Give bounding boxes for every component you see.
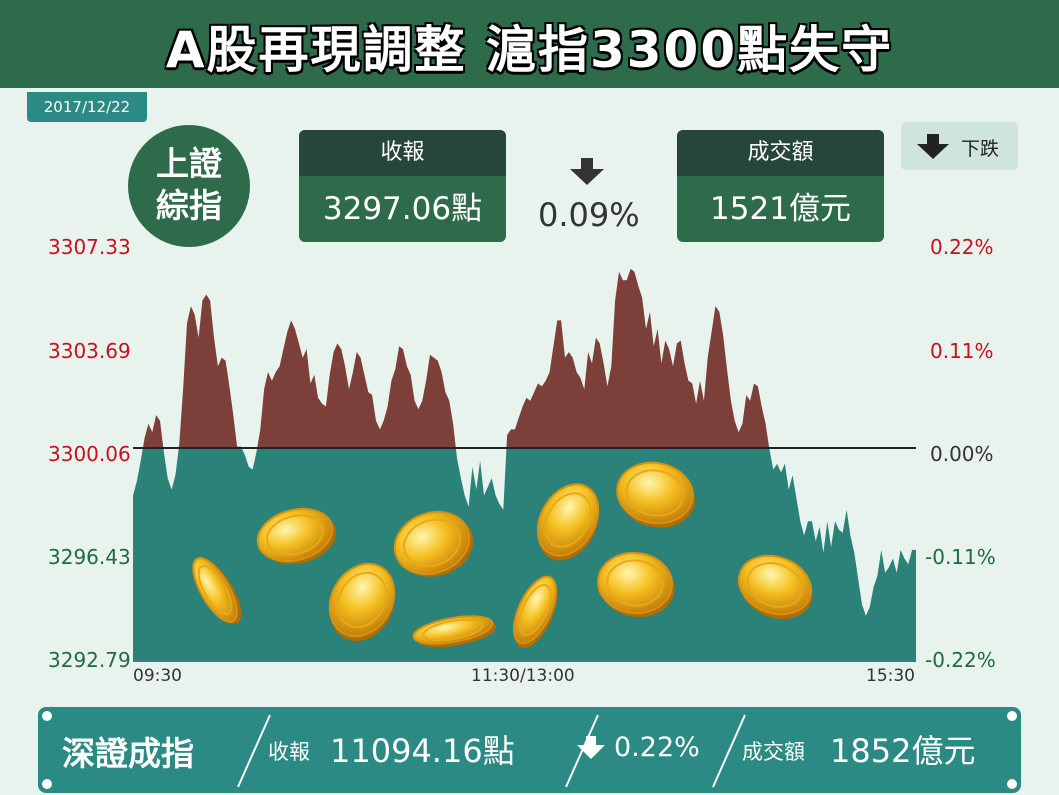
legend-down-arrow-icon (917, 134, 949, 159)
y-tick-right-2: 0.11% (930, 339, 994, 363)
close-value: 3297.06點 (322, 191, 483, 227)
page-title: A股再現調整 滬指3300點失守 (165, 21, 894, 79)
footer-dividers (237, 714, 746, 788)
legend: 下跌 (901, 122, 1018, 170)
y-tick-left-1: 3307.33 (48, 235, 131, 259)
coin-icon (393, 510, 474, 577)
header-bar (0, 0, 1059, 88)
footer-turnover-label: 成交額 (742, 740, 805, 764)
coin-icon (412, 615, 497, 648)
close-box: 收報 3297.06點 (299, 130, 506, 242)
corner-dot (42, 779, 52, 789)
turnover-box: 成交額 1521億元 (677, 130, 884, 242)
footer-bar: 深證成指 收報 11094.16點 0.22% 成交額 1852億元 (38, 707, 1021, 793)
index-badge-line1: 上證 (156, 144, 222, 183)
change-percent: 0.09% (538, 196, 640, 234)
y-tick-right-1: 0.22% (930, 235, 994, 259)
y-tick-left-3: 3300.06 (48, 442, 131, 466)
footer-change: 0.22% (614, 732, 700, 763)
footer-turnover-value: 1852億元 (830, 732, 976, 770)
footer-close-label: 收報 (268, 740, 310, 764)
coin-icon (616, 461, 696, 528)
footer-index-name: 深證成指 (62, 734, 194, 773)
footer-close-value: 11094.16點 (330, 732, 515, 770)
coin-icon (192, 557, 242, 624)
up-area (142, 268, 770, 448)
y-tick-right-5: -0.22% (925, 648, 996, 672)
y-tick-left-5: 3292.79 (48, 648, 131, 672)
x-tick-3: 15:30 (866, 666, 915, 686)
y-tick-left-2: 3303.69 (48, 339, 131, 363)
coin-icon (512, 575, 558, 649)
coin-icon (597, 551, 675, 618)
corner-dot (42, 711, 52, 721)
coin-icon (737, 554, 813, 619)
index-badge: 上證 綜指 (128, 125, 250, 247)
close-label: 收報 (299, 130, 506, 176)
legend-label: 下跌 (961, 138, 1000, 160)
down-arrow-icon (570, 158, 604, 185)
corner-dot (1007, 779, 1017, 789)
y-tick-left-4: 3296.43 (48, 545, 131, 569)
corner-dot (1007, 711, 1017, 721)
turnover-label: 成交額 (677, 130, 884, 176)
x-tick-1: 09:30 (133, 666, 182, 686)
y-tick-right-3: 0.00% (930, 442, 994, 466)
x-tick-2: 11:30/13:00 (471, 666, 575, 686)
coin-icon (256, 507, 337, 565)
y-tick-right-4: -0.11% (925, 545, 996, 569)
index-badge-line2: 綜指 (156, 186, 222, 225)
turnover-value: 1521億元 (710, 191, 851, 227)
coin-icon (328, 562, 396, 642)
coin-icon (536, 483, 600, 561)
date-badge: 2017/12/22 (27, 92, 147, 122)
down-area (133, 448, 916, 662)
